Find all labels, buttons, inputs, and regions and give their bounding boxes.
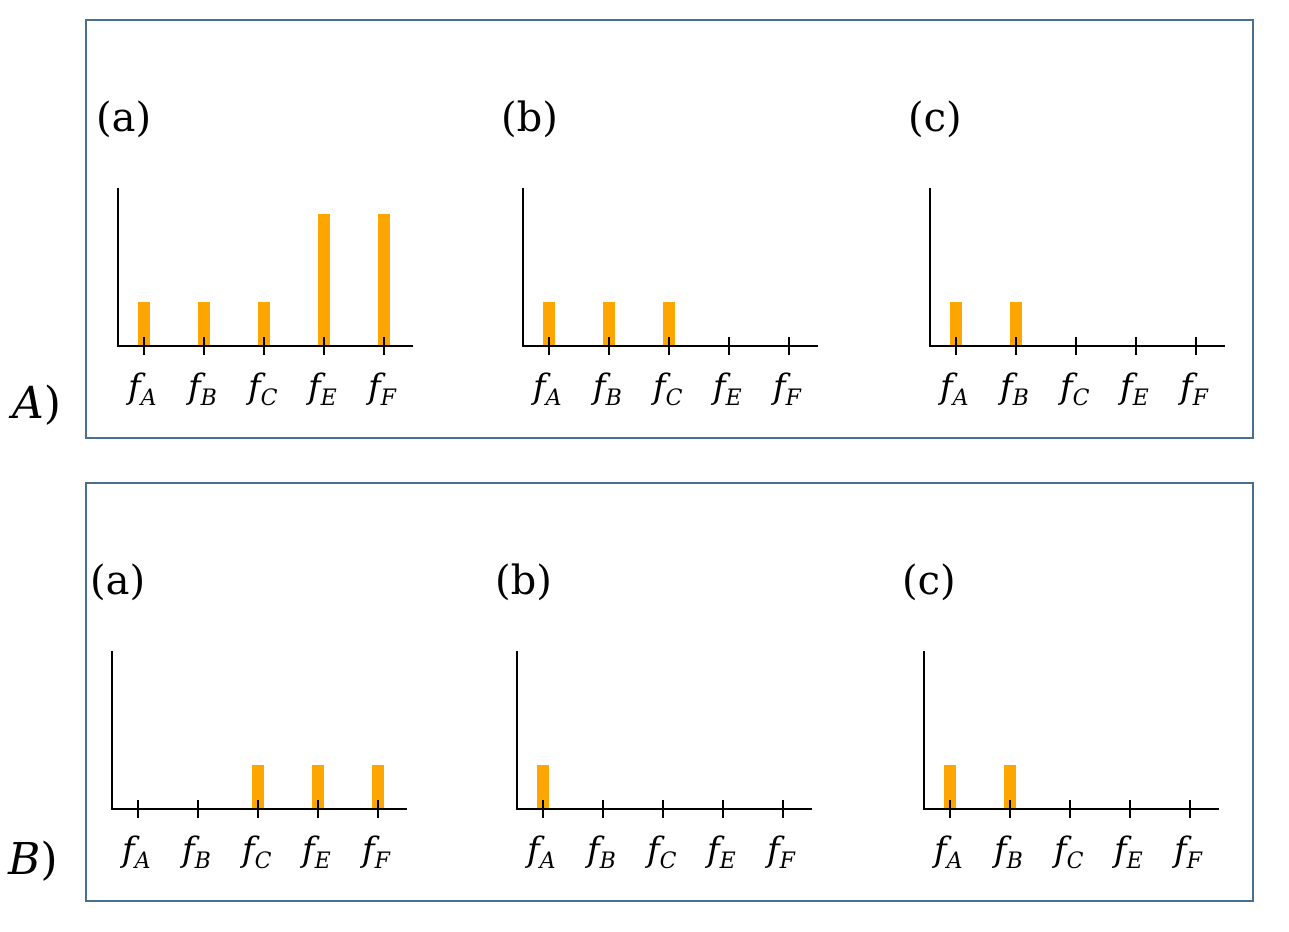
option-b-panel-b-label: (b): [495, 558, 552, 604]
option-a-panel-c-bar-a: [950, 302, 962, 346]
option-a-panel-a-tick-label-f: fF: [365, 367, 397, 411]
option-b-panel-a-bar-e: [312, 765, 324, 809]
option-a-panel-a-tick-label-b: fB: [185, 367, 217, 411]
option-a-panel-b-bar-a: [543, 302, 555, 346]
option-a-panel-b-bar-b: [603, 302, 615, 346]
option-b-panel-c-tick-label-e: fE: [1111, 830, 1143, 874]
option-b-panel-b-bar-a: [537, 765, 549, 809]
option-b-panel-a-tick-label-f: fF: [359, 830, 391, 874]
option-a-panel-a-tick-label-c: fC: [245, 367, 278, 411]
option-a-panel-c-tick-label-b: fB: [997, 367, 1029, 411]
option-a-panel-a-tick-label-e: fE: [305, 367, 337, 411]
option-a-panel-a-bar-b: [198, 302, 210, 346]
option-a-panel-b-tick-label-c: fC: [650, 367, 683, 411]
option-b-panel-c-tick-label-a: fA: [931, 830, 962, 874]
option-a-panel-c-tick-label-c: fC: [1057, 367, 1090, 411]
option-b-panel-b-tick-label-a: fA: [524, 830, 555, 874]
option-b-panel-b-tick-label-e: fE: [704, 830, 736, 874]
option-b-label: B): [8, 834, 58, 885]
option-b-panel-a-bar-c: [252, 765, 264, 809]
option-b-panel-a-label: (a): [90, 558, 145, 604]
option-a-panel-c-label: (c): [908, 95, 962, 141]
option-a-panel-b-tick-label-b: fB: [590, 367, 622, 411]
option-b-panel-a-bar-f: [372, 765, 384, 809]
option-b-panel-c-label: (c): [902, 558, 956, 604]
option-a-panel-c-tick-label-f: fF: [1177, 367, 1209, 411]
option-b-panel-a-tick-label-b: fB: [179, 830, 211, 874]
option-b-box: [85, 482, 1254, 902]
option-a-panel-a-bar-a: [138, 302, 150, 346]
option-b-panel-b-tick-label-f: fF: [764, 830, 796, 874]
option-a-panel-b-tick-label-a: fA: [530, 367, 561, 411]
option-b-panel-c-bar-b: [1004, 765, 1016, 809]
option-b-panel-b-tick-label-b: fB: [584, 830, 616, 874]
option-a-panel-c-tick-label-a: fA: [937, 367, 968, 411]
option-a-panel-c-bar-b: [1010, 302, 1022, 346]
option-b-panel-c-tick-label-f: fF: [1171, 830, 1203, 874]
option-b-panel-c-bar-a: [944, 765, 956, 809]
option-a-panel-a-bar-e: [318, 214, 330, 346]
option-a-panel-a-tick-label-a: fA: [125, 367, 156, 411]
option-a-box: [85, 19, 1254, 439]
option-a-panel-b-tick-label-f: fF: [770, 367, 802, 411]
option-b-panel-a-tick-label-c: fC: [239, 830, 272, 874]
option-b-panel-b-tick-label-c: fC: [644, 830, 677, 874]
option-b-panel-a-tick-label-a: fA: [119, 830, 150, 874]
option-a-panel-a-bar-c: [258, 302, 270, 346]
option-b-panel-c-tick-label-c: fC: [1051, 830, 1084, 874]
option-b-panel-a-tick-label-e: fE: [299, 830, 331, 874]
option-a-panel-c-tick-label-e: fE: [1117, 367, 1149, 411]
option-a-panel-b-tick-label-e: fE: [710, 367, 742, 411]
option-a-panel-a-label: (a): [96, 95, 151, 141]
option-a-panel-b-label: (b): [501, 95, 558, 141]
option-a-label: A): [12, 378, 61, 429]
option-a-panel-a-bar-f: [378, 214, 390, 346]
option-b-panel-c-tick-label-b: fB: [991, 830, 1023, 874]
option-a-panel-b-bar-c: [663, 302, 675, 346]
